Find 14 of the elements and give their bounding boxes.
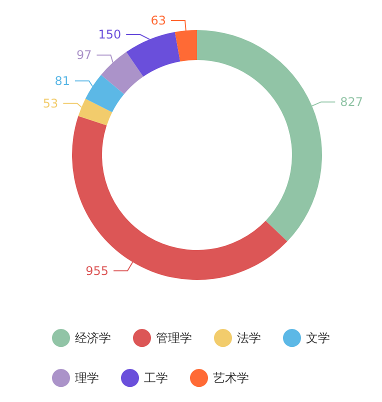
legend-label: 文学 — [306, 331, 330, 345]
data-label: 97 — [76, 48, 92, 62]
legend-label: 法学 — [237, 331, 261, 345]
legend-label: 工学 — [144, 371, 168, 385]
data-label: 150 — [98, 28, 122, 42]
legend-label: 经济学 — [75, 331, 111, 345]
legend-label: 理学 — [75, 371, 99, 385]
data-label: 81 — [54, 74, 70, 88]
data-label: 63 — [150, 14, 166, 28]
legend-label: 艺术学 — [213, 371, 249, 385]
data-label: 53 — [42, 96, 58, 110]
legend-label: 管理学 — [156, 331, 192, 345]
data-label: 955 — [86, 264, 109, 278]
data-label: 827 — [340, 94, 364, 109]
